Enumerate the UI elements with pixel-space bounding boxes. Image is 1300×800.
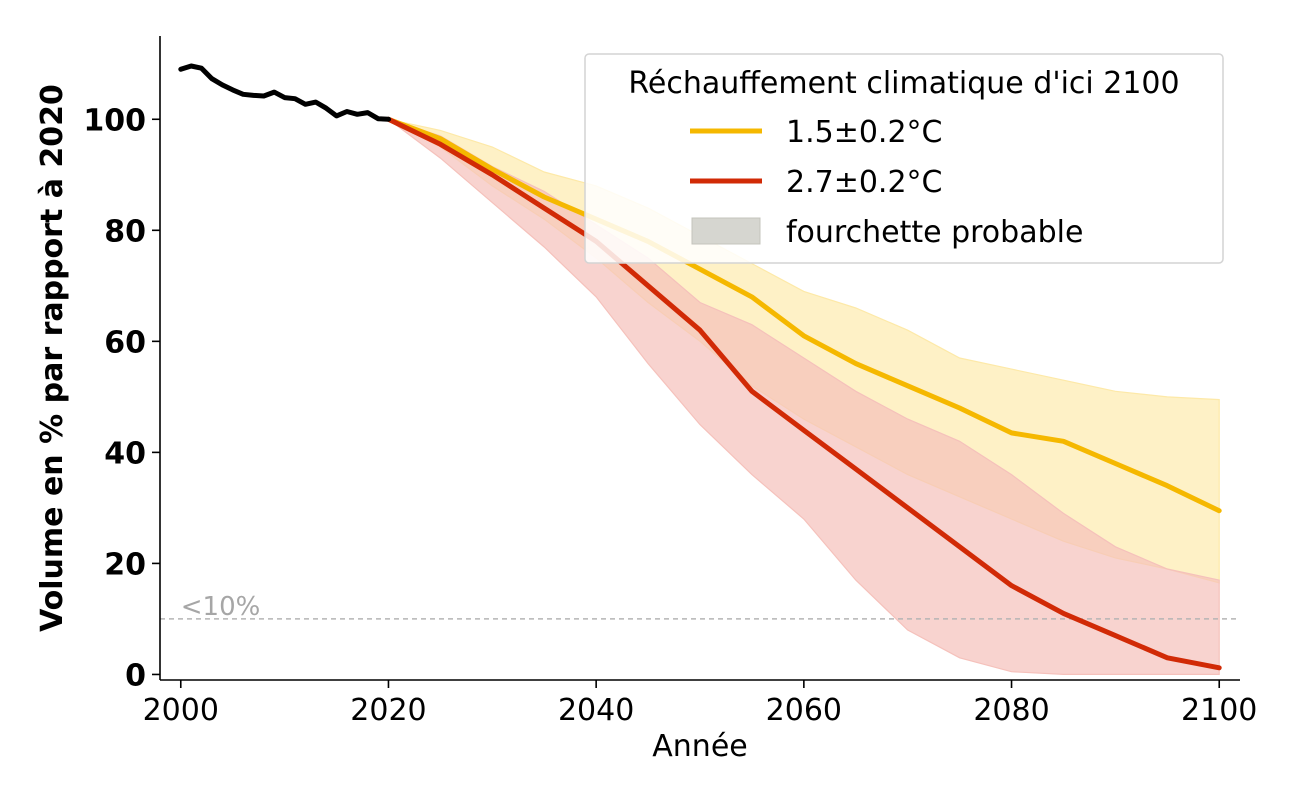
line-15-median bbox=[386, 116, 1222, 514]
x-tick-label: 2000 bbox=[143, 693, 219, 728]
y-axis-title: Volume en % par rapport à 2020 bbox=[35, 84, 70, 632]
y-axis-ticks: 0 20 40 60 80 100 bbox=[83, 103, 160, 693]
legend: Réchauffement climatique d'ici 2100 1.5±… bbox=[584, 53, 1224, 264]
x-tick-label: 2040 bbox=[558, 693, 634, 728]
y-tick-label: 40 bbox=[104, 436, 146, 471]
line-27-median bbox=[386, 116, 1222, 671]
y-tick-label: 0 bbox=[125, 658, 146, 693]
line-historical bbox=[178, 63, 391, 122]
legend-swatch-range bbox=[691, 217, 761, 245]
legend-title: Réchauffement climatique d'ici 2100 bbox=[628, 66, 1179, 101]
legend-label-range: fourchette probable bbox=[786, 215, 1083, 250]
x-axis-title: Année bbox=[652, 729, 747, 764]
legend-frame bbox=[584, 53, 1224, 264]
x-axis-ticks: 2000 2020 2040 2060 2080 2100 bbox=[143, 680, 1257, 728]
series-lines bbox=[178, 63, 1222, 671]
legend-label-15: 1.5±0.2°C bbox=[786, 115, 943, 150]
threshold-label: <10% bbox=[181, 592, 261, 622]
y-tick-label: 80 bbox=[104, 214, 146, 249]
x-tick-label: 2080 bbox=[973, 693, 1049, 728]
x-tick-label: 2060 bbox=[766, 693, 842, 728]
legend-label-27: 2.7±0.2°C bbox=[786, 165, 943, 200]
x-tick-label: 2100 bbox=[1181, 693, 1257, 728]
y-tick-label: 20 bbox=[104, 547, 146, 582]
y-tick-label: 100 bbox=[83, 103, 146, 138]
x-tick-label: 2020 bbox=[350, 693, 426, 728]
y-tick-label: 60 bbox=[104, 325, 146, 360]
